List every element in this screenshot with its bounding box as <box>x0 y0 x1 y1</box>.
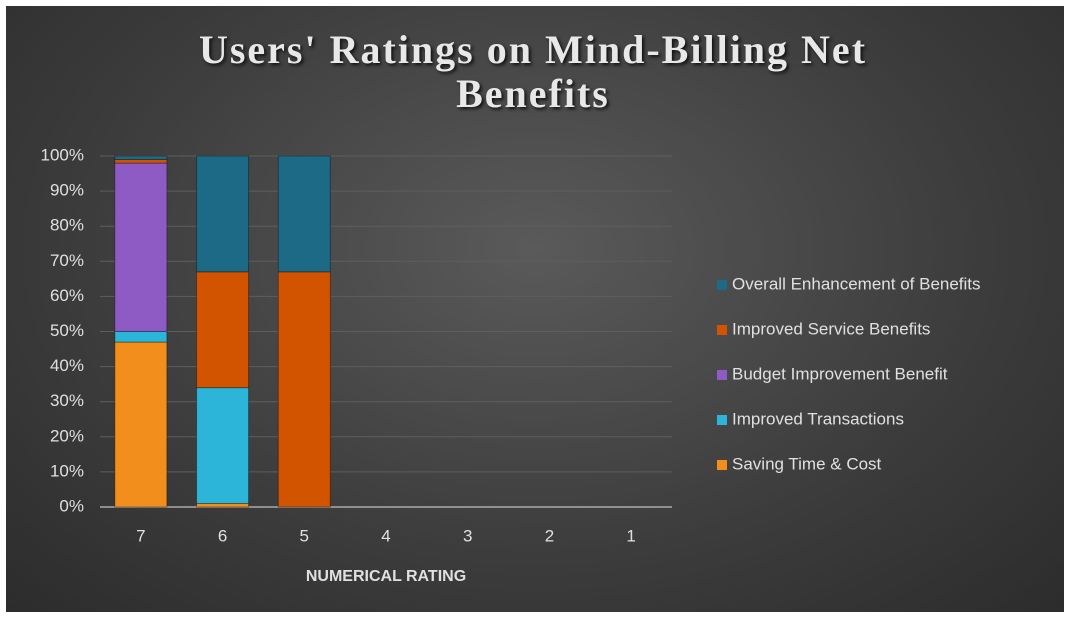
chart-title: Users' Ratings on Mind-Billing Net Benef… <box>198 27 868 116</box>
y-tick-label: 40% <box>50 356 84 375</box>
x-tick-label: 2 <box>545 526 554 545</box>
y-tick-label: 80% <box>50 216 84 235</box>
bar-segment <box>196 271 250 389</box>
x-tick-label: 5 <box>300 526 309 545</box>
x-axis-label: NUMERICAL RATING <box>306 568 466 585</box>
y-tick-label: 70% <box>50 251 84 270</box>
y-tick-label: 100% <box>41 145 84 164</box>
legend-label: Saving Time & Cost <box>732 454 882 473</box>
x-tick-label: 1 <box>626 526 635 545</box>
bar-segment <box>196 155 250 273</box>
legend-label: Improved Transactions <box>732 409 904 428</box>
chart-area: NUMERICAL RATING 0% 10% 20% 30% 40% 50% 60% 70%… <box>6 6 1064 612</box>
bar-segment <box>277 155 331 273</box>
legend-label: Budget Improvement Benefit <box>732 364 948 383</box>
y-tick-label: 60% <box>50 286 84 305</box>
legend-swatch <box>717 325 727 335</box>
y-tick-label: 90% <box>50 181 84 200</box>
legend-label: Overall Enhancement of Benefits <box>732 274 981 293</box>
bar-segment <box>114 162 168 332</box>
y-tick-label: 10% <box>50 461 84 480</box>
x-tick-label: 3 <box>463 526 472 545</box>
x-tick-label: 7 <box>136 526 145 545</box>
legend-swatch <box>717 370 727 380</box>
y-tick-label: 30% <box>50 391 84 410</box>
bar-segment <box>196 387 250 504</box>
bar-segment <box>277 271 331 508</box>
legend-swatch <box>717 460 727 470</box>
x-tick-label: 4 <box>381 526 390 545</box>
bar-segment <box>114 159 168 164</box>
bar-segment <box>196 502 250 508</box>
x-tick-label: 6 <box>218 526 227 545</box>
y-tick-label: 20% <box>50 426 84 445</box>
chart: NUMERICAL RATING 0% 10% 20% 30% 40% 50% 60% 70%… <box>41 145 981 585</box>
legend-swatch <box>717 415 727 425</box>
legend-swatch <box>717 280 727 290</box>
y-tick-label: 50% <box>50 321 84 340</box>
bar-segment <box>114 341 168 508</box>
y-tick-label: 0% <box>59 496 84 515</box>
bar-segment <box>114 155 168 161</box>
legend-label: Improved Service Benefits <box>732 319 930 338</box>
bar-segment <box>114 331 168 343</box>
